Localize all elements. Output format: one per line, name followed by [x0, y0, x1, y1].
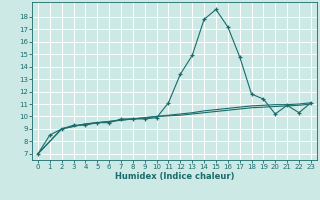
- X-axis label: Humidex (Indice chaleur): Humidex (Indice chaleur): [115, 172, 234, 181]
